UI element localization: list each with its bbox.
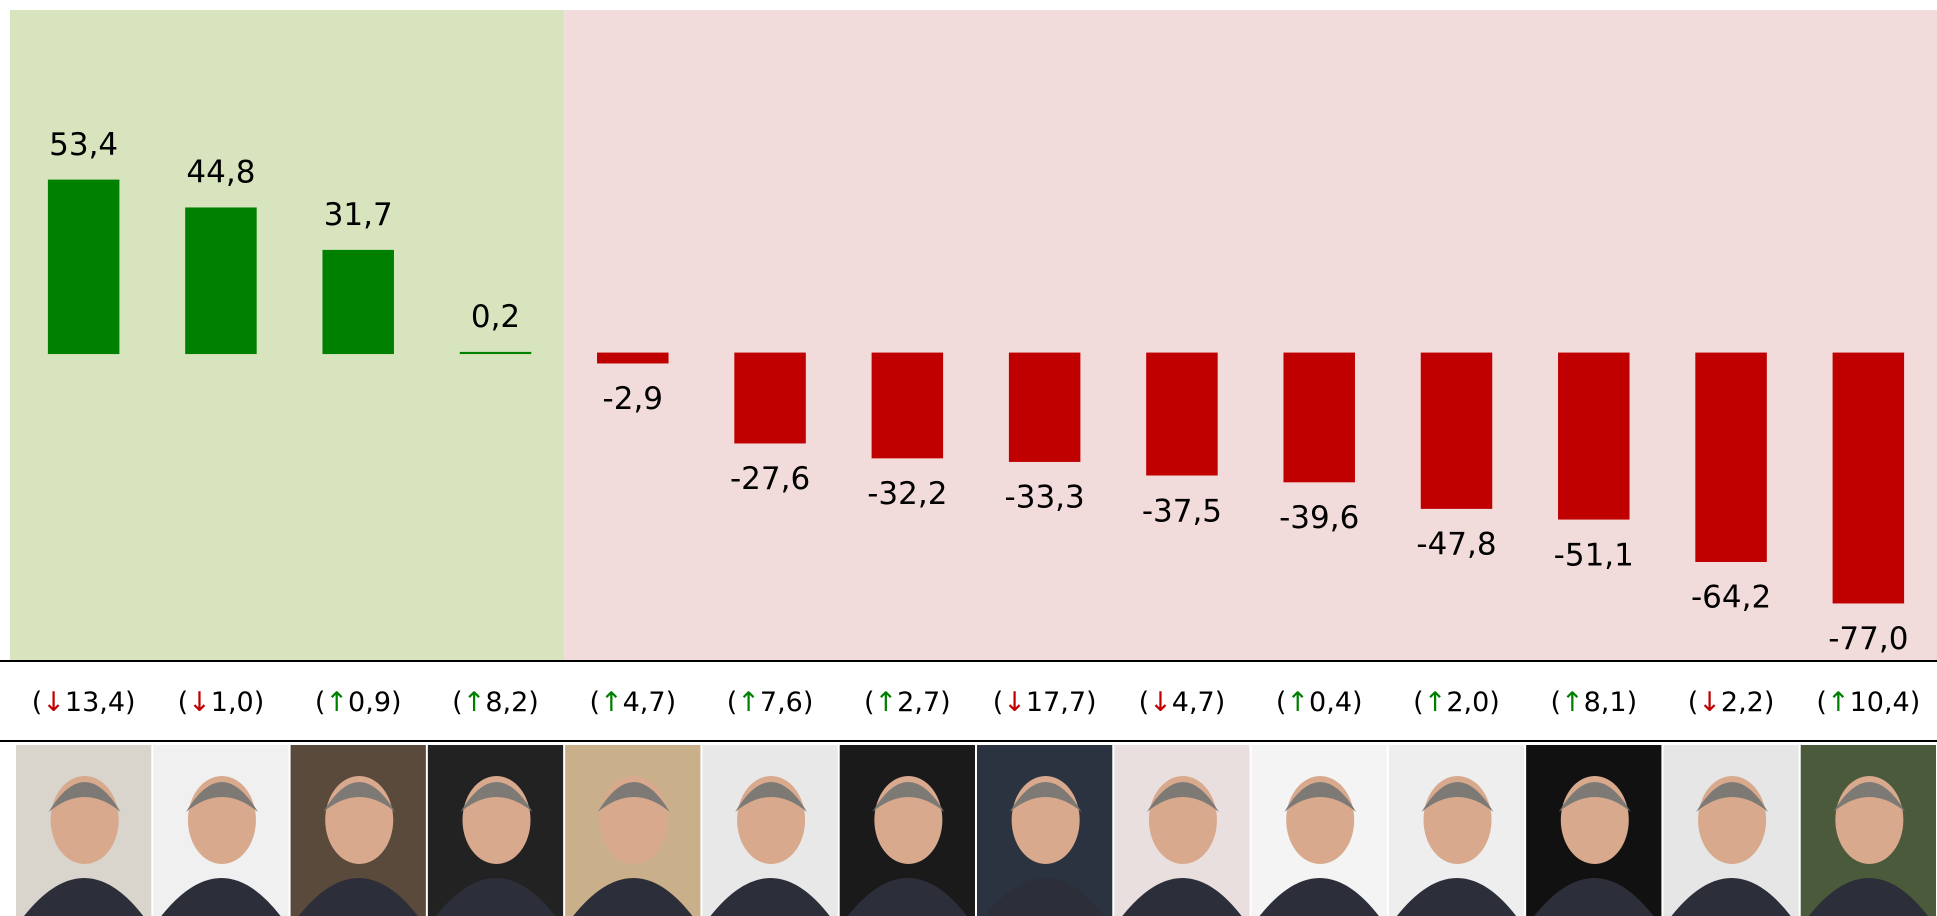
change-label: (↓13,4) [32,687,136,718]
bar [323,251,393,354]
portrait [1801,745,1936,916]
portrait [702,745,837,916]
bar [1422,353,1492,508]
change-label: (↑8,1) [1550,687,1637,718]
portrait [977,745,1112,916]
value-label: 31,7 [324,197,393,233]
chart: 53,4 (↓13,4) 44,8 (↓1,0) 31,7 (↑0,9) 0,2 (↑8,2)… [0,0,1937,916]
value-label: -77,0 [1828,621,1908,657]
change-label: (↑2,0) [1413,687,1500,718]
portrait [16,745,151,916]
value-label: -47,8 [1416,527,1496,563]
bar [49,180,119,353]
value-label: 0,2 [471,299,520,335]
portrait [428,745,563,916]
portrait [1252,745,1387,916]
value-label: -32,2 [867,476,947,512]
value-label: -37,5 [1142,493,1222,529]
value-label: 44,8 [186,155,255,191]
bar [1284,353,1354,481]
bar [735,353,805,442]
portrait [840,745,975,916]
portrait [1114,745,1249,916]
portrait [291,745,426,916]
change-label: (↑10,4) [1816,687,1920,718]
bar [872,353,942,457]
portrait [1389,745,1524,916]
change-label: (↓2,2) [1688,687,1775,718]
bar [461,353,531,354]
bar [1010,353,1080,461]
value-label: -51,1 [1554,537,1634,573]
portrait [1663,745,1798,916]
bar [186,208,256,353]
change-label: (↑8,2) [452,687,539,718]
value-label: -39,6 [1279,500,1359,536]
change-label: (↓17,7) [993,687,1097,718]
negative-region [564,10,1937,661]
portrait [153,745,288,916]
change-label: (↑0,9) [315,687,402,718]
value-label: -2,9 [603,381,664,417]
value-label: -64,2 [1691,580,1771,616]
value-label: -27,6 [730,461,810,497]
change-label: (↓1,0) [178,687,265,718]
value-label: 53,4 [49,127,118,163]
bar [1559,353,1629,519]
bar [1147,353,1217,474]
bar [1833,353,1903,602]
change-label: (↑7,6) [727,687,814,718]
change-label: (↓4,7) [1139,687,1226,718]
value-label: -33,3 [1005,480,1085,516]
bar [1696,353,1766,561]
bar [598,353,668,362]
portrait [1526,745,1661,916]
portrait [565,745,700,916]
change-label: (↑2,7) [864,687,951,718]
change-label: (↑0,4) [1276,687,1363,718]
change-label: (↑4,7) [589,687,676,718]
